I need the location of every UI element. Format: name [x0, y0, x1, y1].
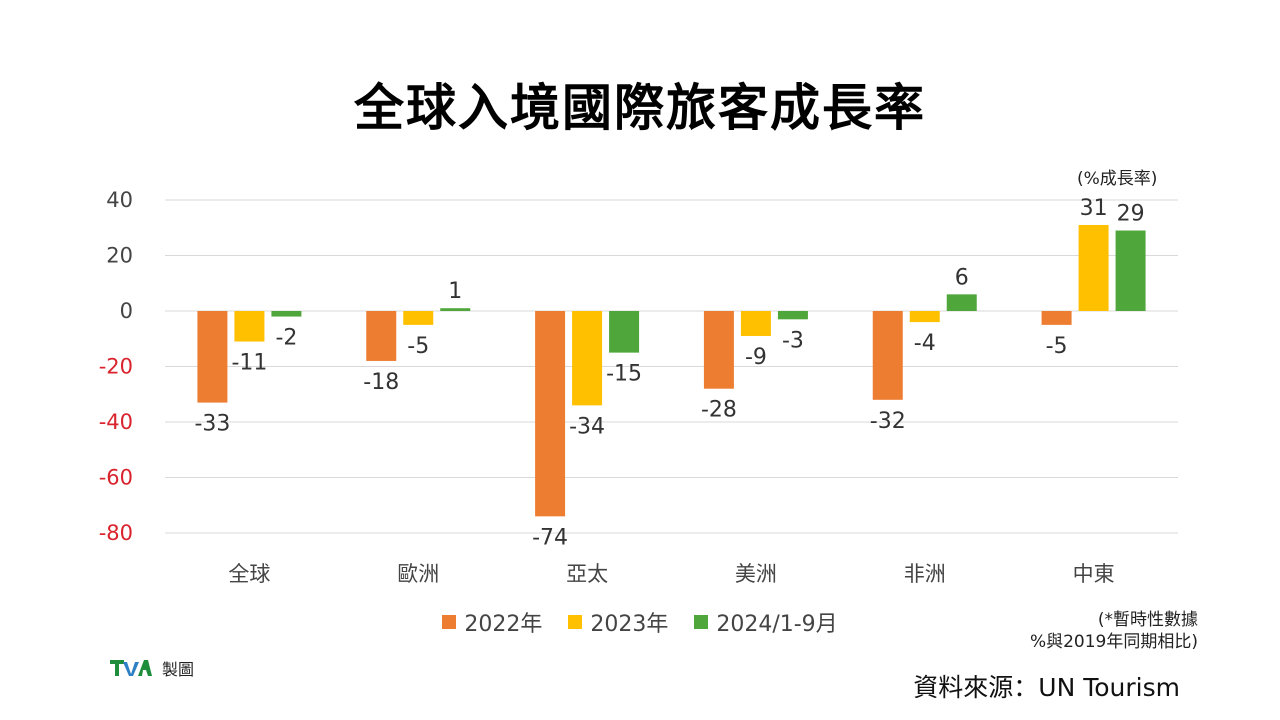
x-axis-categories: 全球 歐洲 亞太 美洲 非洲 中東	[228, 562, 1114, 586]
logo: 製圖	[110, 656, 194, 680]
legend-label-2024: 2024/1-9月	[716, 612, 838, 637]
x-category-label: 中東	[1073, 562, 1115, 586]
y-tick-label: -20	[99, 355, 133, 379]
bar	[872, 311, 903, 400]
data-labels: -33 -11 -2 -18 -5 1 -74 -34 -15 -28 -9 -3 -32 -4 6 -5 31…	[194, 196, 1144, 550]
bar	[234, 311, 265, 342]
note-line-1: (*暫時性數據	[1097, 610, 1198, 630]
x-category-label: 全球	[228, 562, 270, 586]
legend-swatch-2024	[694, 615, 709, 629]
bar	[271, 311, 302, 317]
bars	[197, 224, 1146, 517]
y-tick-label: 20	[106, 244, 133, 268]
data-label: -3	[782, 328, 804, 353]
data-label: -74	[532, 525, 568, 550]
data-label: 1	[448, 279, 462, 304]
data-label: -5	[407, 334, 429, 359]
logo-text: 製圖	[162, 660, 195, 679]
y-tick-label: 40	[106, 188, 133, 212]
data-label: -32	[870, 409, 906, 434]
bar	[703, 311, 734, 389]
x-category-label: 美洲	[735, 562, 777, 586]
bar	[535, 311, 566, 517]
legend-label-2022: 2022年	[464, 612, 543, 637]
legend-swatch-2023	[568, 615, 583, 629]
bar	[440, 308, 471, 311]
bar	[366, 311, 397, 361]
legend-item-2024: 2024/1-9月	[694, 606, 838, 638]
bar	[609, 311, 640, 353]
bar	[572, 311, 603, 406]
data-label: -11	[231, 351, 267, 376]
data-label: -28	[701, 398, 737, 423]
y-tick-label: 0	[120, 299, 133, 323]
legend-label-2023: 2023年	[590, 612, 669, 637]
tva-logo-icon	[110, 660, 152, 676]
data-label: -5	[1046, 334, 1068, 359]
data-label: -33	[194, 412, 230, 437]
data-label: -4	[914, 331, 936, 356]
bar	[909, 311, 940, 323]
bar	[197, 311, 228, 403]
legend-swatch-2022	[442, 615, 457, 629]
bar	[1078, 224, 1109, 311]
legend: 2022年 2023年 2024/1-9月	[0, 606, 1280, 638]
source-credit: 資料來源：UN Tourism	[913, 673, 1180, 702]
data-label: -18	[363, 370, 399, 395]
x-category-label: 非洲	[904, 562, 946, 586]
data-label: 29	[1117, 202, 1145, 227]
legend-item-2022: 2022年	[442, 606, 542, 638]
unit-label: (%成長率)	[1077, 169, 1158, 189]
data-label: 31	[1080, 196, 1108, 221]
data-label: -15	[606, 362, 642, 387]
data-label: 6	[955, 265, 969, 290]
x-category-label: 歐洲	[397, 562, 439, 586]
data-label: -2	[275, 326, 297, 351]
bar	[946, 294, 977, 311]
chart-title: 全球入境國際旅客成長率	[354, 79, 926, 137]
bar	[1041, 311, 1072, 325]
provisional-note: (*暫時性數據 %與2019年同期相比)	[1030, 609, 1198, 653]
y-axis-ticks: 40 20 0 -20 -40 -60 -80	[99, 188, 133, 545]
data-label: -9	[745, 345, 767, 370]
bar	[403, 311, 434, 325]
note-line-2: %與2019年同期相比)	[1029, 632, 1198, 652]
legend-item-2023: 2023年	[568, 606, 668, 638]
y-tick-label: -80	[99, 521, 133, 545]
bar	[740, 311, 771, 336]
y-tick-label: -60	[99, 466, 133, 490]
bar	[1115, 230, 1146, 311]
x-category-label: 亞太	[566, 562, 608, 586]
gridlines	[165, 199, 1178, 534]
bar-chart: 40 20 0 -20 -40 -60 -80 -33 -11 -2 -18 -5 1 -74 -34 -1…	[99, 188, 1178, 586]
y-tick-label: -40	[99, 410, 133, 434]
data-label: -34	[569, 414, 605, 439]
bar	[777, 311, 808, 320]
